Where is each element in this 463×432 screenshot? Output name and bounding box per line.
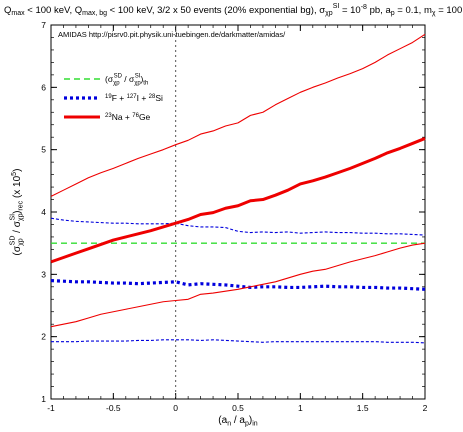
x-tick-label: -1 (47, 403, 55, 413)
series-line-blue-dotted-thick (50, 278, 426, 291)
series-line-blue-dotted-thin-upper (50, 217, 426, 236)
y-tick-label: 4 (41, 207, 46, 217)
x-tick-label: 1 (298, 403, 303, 413)
series-group (50, 33, 426, 344)
x-tick-label: 2 (423, 403, 428, 413)
x-tick-label: 0 (173, 403, 178, 413)
legend-label-fisi: 19F + 127I + 28Si (105, 93, 163, 103)
series-line-red-solid-thin-lower (50, 242, 426, 328)
legend-label-theory: (σχpSD / σχpSI)th (105, 74, 148, 87)
y-tick-label: 6 (41, 82, 46, 92)
y-tick-label: 2 (41, 332, 46, 342)
series-line-red-solid-thick (50, 137, 426, 264)
chart-title: Qmax < 100 keV, Qmax, bg < 100 keV, 3/2 … (4, 3, 463, 17)
legend: (σχpSD / σχpSI)th 19F + 127I + 28Si 23Na… (64, 74, 163, 122)
axis-ticks: -1 -0.5 0 0.5 1 1.5 2 1 2 3 4 5 6 7 (41, 20, 427, 413)
series-line-red-solid-thin-upper (50, 33, 426, 197)
y-tick-label: 7 (41, 20, 46, 30)
y-tick-label: 1 (41, 394, 46, 404)
legend-label-nage: 23Na + 76Ge (105, 112, 151, 122)
x-tick-label: -0.5 (106, 403, 121, 413)
x-tick-label: 1.5 (357, 403, 369, 413)
x-tick-label: 0.5 (232, 403, 244, 413)
series-line-blue-dotted-thin-lower (51, 339, 426, 344)
y-tick-label: 3 (41, 269, 46, 279)
y-axis-label: (σχpSD / σχpSI)rec (x 105) (10, 169, 25, 256)
y-tick-label: 5 (41, 145, 46, 155)
amidas-annotation: AMIDAS http://pisrv0.pit.physik.uni-tueb… (58, 30, 286, 39)
x-axis-label: (an / ap)in (218, 415, 258, 428)
